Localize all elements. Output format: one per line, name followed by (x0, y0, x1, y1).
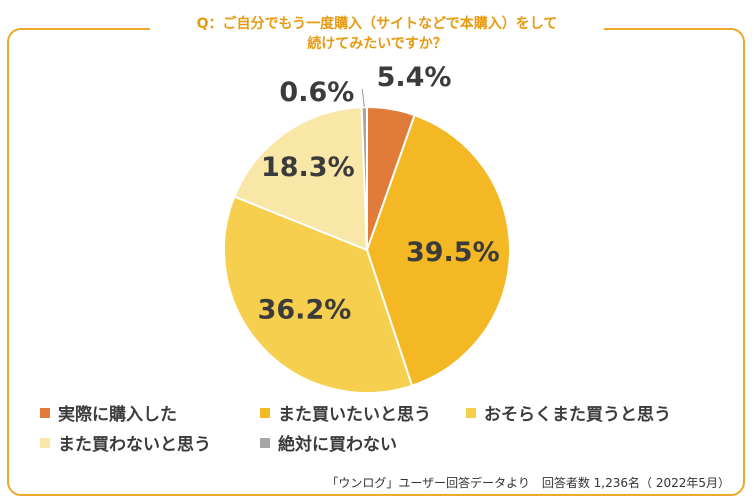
pie-slice-wont-buy-again (233, 106, 369, 252)
pie-slice-probably-buy-again (223, 195, 414, 394)
legend-item-want-to-buy-again: また買いたいと思う (260, 400, 431, 425)
data-label-want-to-buy-again: 39.5% (406, 237, 500, 268)
data-label-never-buy: 0.6% (279, 77, 354, 108)
legend-label: また買いたいと思う (278, 405, 431, 425)
leader-line (361, 88, 365, 108)
legend-label: おそらくまた買うと思う (484, 405, 671, 425)
source-note: 「ウンログ」ユーザー回答データより 回答者数 1,236名（ 2022年5月） (326, 476, 730, 490)
pie-slice-want-to-buy-again (365, 113, 511, 387)
legend-item-probably-buy-again: おそらくまた買うと思う (466, 400, 671, 425)
pie-slice-never-buy (360, 105, 368, 251)
legend-item-never-buy: 絶対に買わない (260, 430, 397, 455)
legend-swatch (40, 407, 50, 418)
legend-item-purchased: 実際に購入した (40, 400, 177, 425)
legend-swatch (466, 407, 476, 418)
legend-swatch (40, 437, 50, 448)
title-line-1: Q：ご自分でもう一度購入（サイトなどで本購入）をして (196, 16, 558, 32)
legend-swatch (260, 437, 270, 448)
chart-title: Q：ご自分でもう一度購入（サイトなどで本購入）をして 続けてみたいですか？ (150, 14, 604, 54)
legend-swatch (260, 407, 270, 418)
data-label-wont-buy-again: 18.3% (261, 152, 355, 183)
legend-item-wont-buy-again: また買わないと思う (40, 430, 211, 455)
data-label-purchased: 5.4% (377, 62, 452, 93)
data-label-probably-buy-again: 36.2% (258, 295, 352, 326)
legend-label: 絶対に買わない (278, 435, 397, 455)
legend-label: また買わないと思う (58, 435, 211, 455)
legend-label: 実際に購入した (58, 405, 177, 425)
title-line-2: 続けてみたいですか？ (307, 36, 447, 52)
